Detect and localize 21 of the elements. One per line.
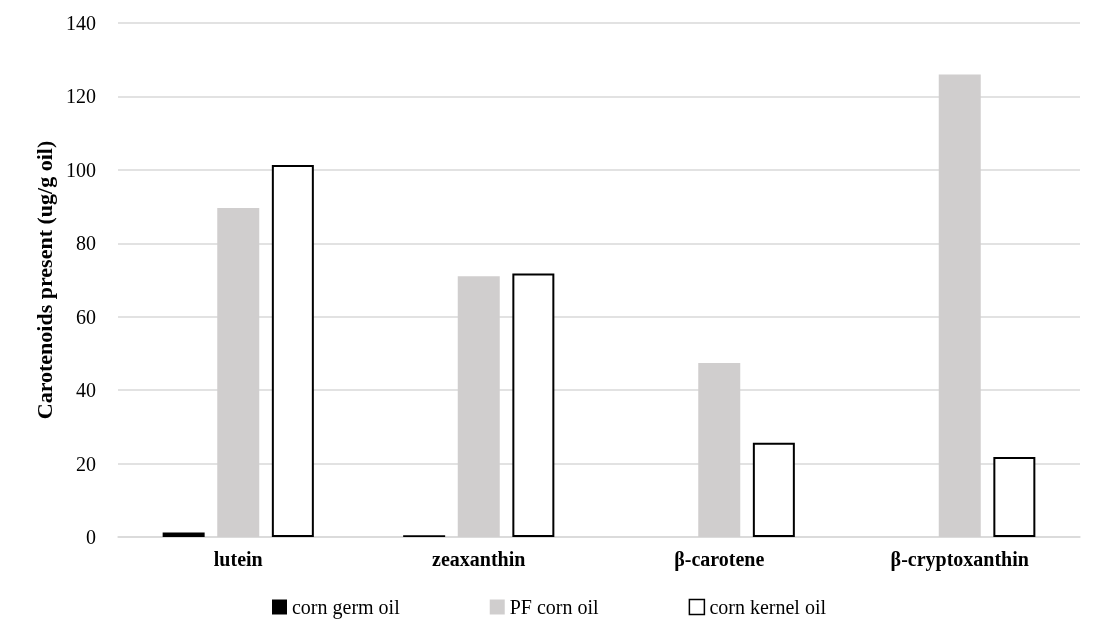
bar (162, 532, 205, 537)
x-tick-label: lutein (213, 548, 263, 570)
x-tick-label: zeaxanthin (432, 548, 526, 570)
legend-label: PF corn oil (509, 596, 600, 618)
y-axis-title: Carotenoids present (ug/g oil) (31, 140, 57, 420)
bar (512, 273, 555, 537)
y-tick-label: 120 (66, 85, 96, 108)
y-tick-label: 40 (76, 379, 96, 402)
y-tick-label: 80 (76, 232, 96, 255)
y-tick-label: 140 (66, 12, 96, 34)
y-tick-label: 60 (76, 305, 96, 328)
x-tick-label: β-carotene (674, 548, 765, 571)
legend-label: corn kernel oil (709, 596, 827, 618)
legend-label: corn germ oil (291, 596, 401, 619)
bar (752, 442, 795, 537)
x-tick-label: β-cryptoxanthin (890, 548, 1029, 571)
y-tick-label: 0 (86, 526, 96, 548)
y-tick-label: 20 (76, 452, 96, 475)
bar (993, 456, 1036, 537)
y-tick-label: 100 (66, 158, 96, 181)
bar (271, 165, 314, 537)
